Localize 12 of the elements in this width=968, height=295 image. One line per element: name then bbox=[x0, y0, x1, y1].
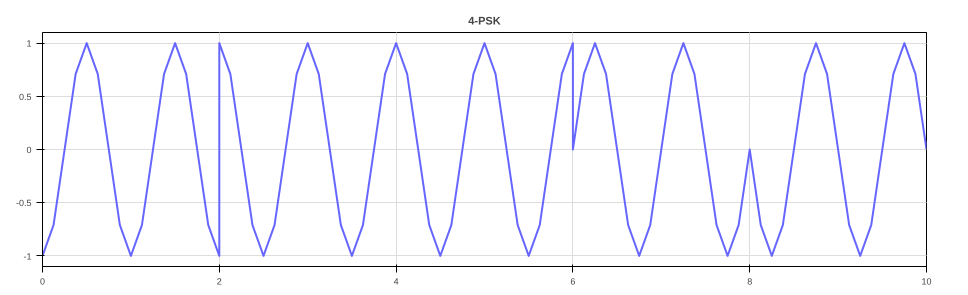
y-tick-label: -1 bbox=[24, 251, 32, 262]
x-tick-label: 10 bbox=[921, 276, 932, 286]
y-tick-label: 0.5 bbox=[18, 92, 32, 102]
y-tick-label: 1 bbox=[26, 38, 32, 49]
y-tick-label: 0 bbox=[26, 145, 32, 155]
x-tick-label: 0 bbox=[40, 276, 46, 286]
x-tick-label: 8 bbox=[747, 276, 752, 286]
chart-title: 4-PSK bbox=[468, 16, 501, 28]
x-tick-label: 2 bbox=[216, 276, 222, 286]
y-tick-label: -0.5 bbox=[16, 198, 32, 208]
x-tick-label: 6 bbox=[570, 276, 576, 286]
x-tick-label: 4 bbox=[394, 276, 399, 286]
